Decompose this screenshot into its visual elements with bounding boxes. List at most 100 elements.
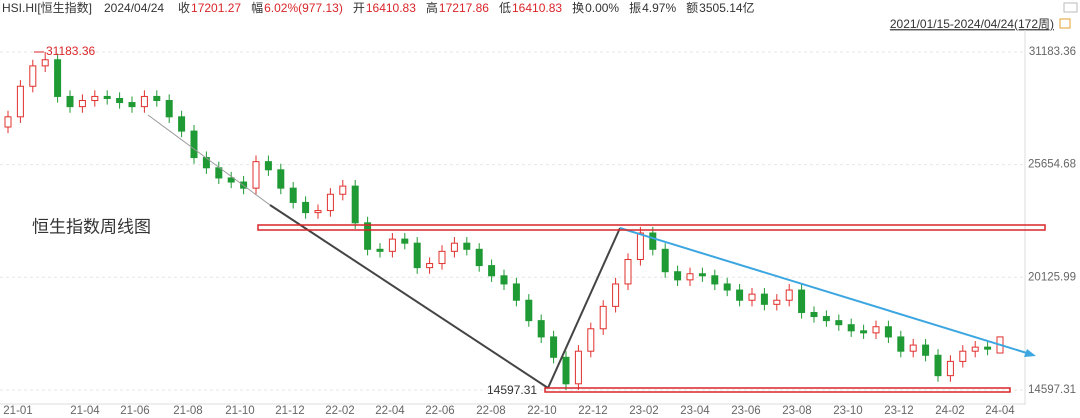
y-tick-label: 31183.36 bbox=[1029, 46, 1076, 58]
candle-body bbox=[612, 283, 620, 307]
x-tick-label: 24-04 bbox=[985, 405, 1015, 417]
support-box bbox=[544, 387, 1011, 393]
candle-body bbox=[190, 130, 198, 159]
candle-body bbox=[277, 169, 285, 189]
y-tick-label: 25654.68 bbox=[1028, 159, 1076, 171]
low-label: 14597.31 bbox=[487, 383, 537, 397]
candle-body bbox=[822, 316, 830, 322]
x-tick-label: 21-10 bbox=[225, 405, 254, 417]
candle-body bbox=[66, 95, 74, 108]
candle-body bbox=[934, 354, 942, 377]
candle-body bbox=[116, 97, 124, 104]
x-tick-label: 23-02 bbox=[629, 405, 658, 417]
candle-body bbox=[748, 293, 756, 301]
y-tick-label: 20125.99 bbox=[1028, 271, 1076, 283]
candle-body bbox=[773, 299, 781, 305]
candle-body bbox=[289, 187, 297, 203]
candle-body bbox=[922, 344, 930, 356]
candle-body bbox=[128, 102, 136, 108]
x-tick-label: 22-12 bbox=[578, 405, 607, 417]
stat-value: 3505.14亿 bbox=[699, 0, 754, 15]
trend-line bbox=[547, 227, 621, 389]
candle-body bbox=[847, 324, 855, 332]
symbol: HSI.HI[恒生指数] bbox=[2, 0, 92, 15]
candle-body bbox=[860, 330, 868, 334]
icon bbox=[1063, 2, 1078, 13]
candle-body bbox=[649, 232, 657, 250]
x-tick-label: 21-12 bbox=[275, 405, 304, 417]
x-tick-label: 23-06 bbox=[731, 405, 760, 417]
candle-body bbox=[984, 346, 992, 350]
candle-body bbox=[760, 293, 768, 305]
candle-body bbox=[438, 250, 446, 265]
candle-body bbox=[897, 336, 905, 352]
caption: 恒生指数周线图 bbox=[32, 217, 151, 236]
date: 2024/04/24 bbox=[104, 1, 164, 15]
candle-body bbox=[264, 161, 272, 171]
x-tick-label: 22-08 bbox=[476, 405, 505, 417]
stat-value: 4.97% bbox=[642, 1, 676, 15]
stat-value: 17217.86 bbox=[439, 1, 489, 15]
candle-body bbox=[103, 95, 111, 99]
candle-body bbox=[512, 283, 520, 301]
candle-body bbox=[587, 328, 595, 352]
stat-label: 幅 bbox=[251, 0, 263, 15]
candle-body bbox=[686, 273, 694, 281]
x-tick-label: 21-06 bbox=[120, 405, 149, 417]
stat-value: 17201.27 bbox=[191, 1, 241, 15]
candle-body bbox=[178, 116, 186, 132]
candle-body bbox=[252, 161, 260, 189]
trend-line bbox=[147, 114, 271, 206]
header: HSI.HI[恒生指数] 2024/04/24 收 17201.27 幅 6.02%(… bbox=[2, 0, 755, 15]
stat-label: 额 bbox=[686, 1, 698, 15]
candle-body bbox=[54, 59, 62, 97]
x-tick-label: 23-08 bbox=[782, 405, 811, 417]
candle-body bbox=[29, 65, 37, 87]
candle-body bbox=[723, 283, 731, 291]
candle-body bbox=[16, 85, 24, 118]
candle-body bbox=[500, 275, 508, 285]
candle-body bbox=[810, 311, 818, 318]
stat-value: 6.02%(977.13) bbox=[264, 1, 343, 15]
candle-body bbox=[401, 238, 409, 244]
stat-label: 换 bbox=[572, 1, 584, 15]
candle-body bbox=[884, 326, 892, 338]
candle-body bbox=[525, 299, 533, 322]
candle-body bbox=[388, 238, 396, 252]
candle-body bbox=[376, 248, 384, 252]
candle-body bbox=[488, 265, 496, 277]
trend-line bbox=[619, 227, 1031, 355]
date-range: 2021/01/15-2024/04/24(172周) bbox=[890, 17, 1054, 31]
x-tick-label: 22-02 bbox=[325, 405, 354, 417]
stat-label: 开 bbox=[353, 1, 365, 15]
candle-body bbox=[153, 95, 161, 102]
candle-body bbox=[537, 320, 545, 338]
plot: 31183.36 25654.68 20125.99 14597.31 21-01 21-… bbox=[0, 30, 1076, 417]
trend-line bbox=[269, 204, 549, 389]
x-tick-label: 23-10 bbox=[833, 405, 862, 417]
stat-label: 收 bbox=[178, 1, 190, 15]
x-tick-label: 21-08 bbox=[173, 405, 202, 417]
candle-body bbox=[4, 116, 12, 128]
candle-body bbox=[41, 59, 49, 67]
x-tick-label: 21-01 bbox=[3, 405, 32, 417]
arrow bbox=[1024, 349, 1036, 357]
stat-value: 16410.83 bbox=[512, 1, 562, 15]
candle-body bbox=[959, 350, 967, 362]
candle-body bbox=[785, 289, 793, 301]
candle-body bbox=[326, 193, 334, 212]
candle-body bbox=[562, 356, 570, 385]
candle-body bbox=[165, 100, 173, 118]
candle-body bbox=[351, 185, 359, 224]
x-tick-label: 22-10 bbox=[527, 405, 556, 417]
candle-body bbox=[550, 336, 558, 358]
candle-body bbox=[574, 350, 582, 385]
lock-icon bbox=[1059, 18, 1071, 29]
candle-body bbox=[426, 263, 434, 269]
candle-body bbox=[140, 95, 148, 108]
candle-body bbox=[909, 344, 917, 352]
candle-body bbox=[736, 289, 744, 301]
candle-body bbox=[475, 248, 483, 267]
candle-body bbox=[711, 275, 719, 285]
